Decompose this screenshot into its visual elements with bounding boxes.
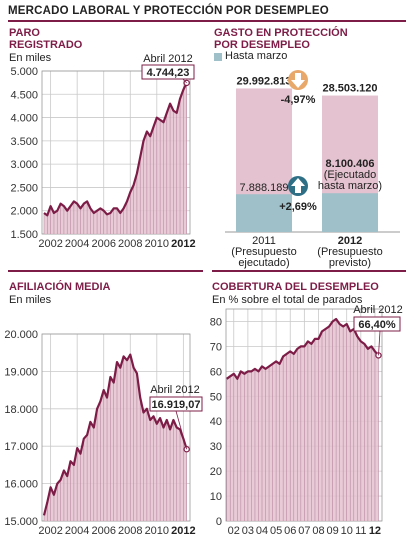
cobertura-xtick-label: 11	[355, 525, 366, 537]
cobertura-xtick-label: 09	[326, 525, 338, 537]
gasto-category-line2: (Presupuesto	[231, 246, 296, 258]
cobertura-ytick-label: 40	[210, 416, 222, 428]
afiliacion-xtick-label: 2008	[118, 525, 142, 537]
afiliacion-title: AFILIACIÓN MEDIA	[9, 281, 111, 293]
afiliacion-callout-value: 16.919,07	[152, 399, 201, 411]
cobertura-xtick-label: 07	[298, 525, 310, 537]
paro-title: PARO REGISTRADO	[9, 27, 82, 51]
gasto-change-total: -4,97%	[281, 94, 316, 106]
paro-ytick-label: 2.000	[10, 206, 38, 218]
afiliacion-area	[44, 354, 187, 521]
paro-callout-leader	[182, 78, 187, 84]
cobertura-xtick-label: 03	[242, 525, 254, 537]
cobertura-xtick-label: 05	[270, 525, 282, 537]
afiliacion-ytick-label: 17.000	[4, 441, 38, 453]
afiliacion-xtick-label: 2002	[38, 525, 62, 537]
cobertura-xtick-label: 04	[256, 525, 268, 537]
afiliacion-ytick-label: 19.000	[4, 366, 38, 378]
gasto-note-hasta-marzo: hasta marzo)	[318, 180, 382, 192]
cobertura-callout-box	[353, 316, 401, 332]
paro-ytick-label: 5.000	[10, 66, 38, 78]
gasto-note-ejecutado: (Ejecutado	[324, 169, 377, 181]
cobertura-callout-value: 66,40%	[358, 319, 396, 331]
afiliacion-subtitle: En miles	[9, 294, 52, 306]
paro-series-line	[43, 82, 188, 217]
cobertura-series-line	[226, 317, 380, 380]
paro-xtick-label: 2006	[91, 238, 115, 250]
gasto-category-line3: previsto)	[329, 257, 371, 269]
paro-ytick-label: 1.500	[10, 229, 38, 241]
afiliacion-callout-label: Abril 2012	[150, 384, 200, 396]
afiliacion-ytick-label: 20.000	[4, 329, 38, 341]
arrow-up-glyph	[291, 178, 305, 193]
paro-ytick-label: 3.500	[10, 136, 38, 148]
cobertura-callout-leader	[378, 330, 381, 356]
afiliacion-callout-leader	[175, 410, 188, 450]
paro-xtick-label: 2008	[118, 238, 142, 250]
cobertura-ytick-label: 70	[210, 341, 222, 353]
gasto-title-line2: POR DESEMPLEO	[214, 39, 310, 51]
cobertura-xtick-label: 12	[369, 525, 381, 537]
paro-callout-box	[141, 64, 195, 80]
paro-xtick-label: 2012	[171, 238, 195, 250]
afiliacion-series-line	[42, 353, 188, 516]
paro-subtitle: En miles	[9, 52, 52, 64]
cobertura-xtick-label: 10	[341, 525, 353, 537]
gasto-title-line1: GASTO EN PROTECCIÓN	[214, 27, 348, 39]
afiliacion-xtick-label: 2010	[145, 525, 169, 537]
arrow-down-glyph	[291, 73, 305, 88]
paro-title-line2: REGISTRADO	[9, 39, 83, 51]
divider-right	[212, 270, 406, 272]
cobertura-xtick-label: 02	[228, 525, 240, 537]
gasto-bar-hasta-marzo	[236, 194, 292, 232]
paro-xtick-label: 2004	[65, 238, 89, 250]
afiliacion-ytick-label: 15.000	[4, 516, 38, 528]
cobertura-xtick-label: 06	[284, 525, 296, 537]
afiliacion-ytick-label: 18.000	[4, 404, 38, 416]
cobertura-ytick-label: 30	[210, 441, 222, 453]
cobertura-xtick-label: 08	[312, 525, 324, 537]
gasto-category-year: 2011	[252, 235, 276, 247]
cobertura-ytick-label: 80	[210, 316, 222, 328]
cobertura-area	[226, 319, 379, 521]
cobertura-ytick-label: 20	[210, 466, 222, 478]
main-title: MERCADO LABORAL Y PROTECCIÓN POR DESEMPL…	[8, 5, 329, 17]
gasto-category-line3: ejecutado)	[238, 257, 289, 269]
paro-ytick-label: 4.000	[10, 113, 38, 125]
gasto-label-marzo-2012: 8.100.406	[326, 158, 375, 170]
gasto-legend-label: Hasta marzo	[225, 50, 288, 62]
gasto-legend-swatch	[214, 53, 222, 61]
paro-title-line1: PARO	[9, 27, 40, 39]
gasto-label-total-2011: 29.992.813	[236, 75, 291, 87]
paro-xtick-label: 2010	[145, 238, 169, 250]
gasto-change-executed: +2,69%	[279, 201, 317, 213]
gasto-category-line2: (Presupuesto	[317, 246, 382, 258]
paro-area	[44, 82, 187, 235]
afiliacion-xtick-label: 2004	[65, 525, 89, 537]
cobertura-title: COBERTURA DEL DESEMPLEO	[212, 281, 379, 293]
paro-xtick-label: 2002	[38, 238, 62, 250]
paro-ytick-label: 4.500	[10, 89, 38, 101]
afiliacion-xtick-label: 2012	[171, 525, 195, 537]
header-rule	[8, 20, 406, 22]
cobertura-subtitle: En % sobre el total de parados	[212, 294, 363, 306]
cobertura-callout-label: Abril 2012	[353, 304, 403, 316]
gasto-label-total-2012: 28.503.120	[322, 83, 377, 95]
gasto-title: GASTO EN PROTECCIÓN POR DESEMPLEO	[214, 27, 348, 51]
gasto-bar-hasta-marzo	[322, 193, 378, 232]
paro-ytick-label: 2.500	[10, 182, 38, 194]
cobertura-ytick-label: 10	[210, 491, 222, 503]
afiliacion-xtick-label: 2006	[91, 525, 115, 537]
gasto-label-marzo-2011: 7.888.189	[240, 182, 289, 194]
paro-callout-value: 4.744,23	[147, 67, 190, 79]
cobertura-ytick-label: 50	[210, 391, 222, 403]
gasto-category-year: 2012	[338, 235, 362, 247]
paro-callout-label: Abril 2012	[143, 53, 193, 65]
divider-left	[8, 270, 203, 272]
paro-ytick-label: 3.000	[10, 159, 38, 171]
afiliacion-ytick-label: 16.000	[4, 479, 38, 491]
cobertura-ytick-label: 0	[216, 516, 222, 528]
cobertura-ytick-label: 60	[210, 366, 222, 378]
